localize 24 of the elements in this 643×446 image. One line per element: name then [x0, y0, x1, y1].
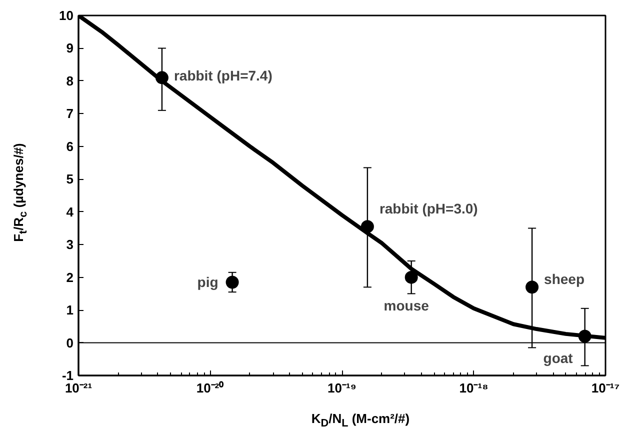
annotation: rabbit (pH=7.4) [174, 68, 272, 84]
annotation: rabbit (pH=3.0) [379, 200, 478, 217]
y-tick-label: 5 [66, 172, 74, 187]
annotation: goat [543, 350, 574, 366]
annotation: mouse [384, 297, 430, 314]
x-tick-label: 10⁻²⁰ [196, 380, 224, 396]
y-tick-label: 10 [59, 8, 74, 23]
y-tick-label: -1 [62, 368, 74, 383]
y-tick-label: 4 [66, 204, 74, 220]
annotation: pig [197, 274, 218, 290]
y-tick-label: 2 [66, 270, 74, 285]
x-tick-label: 10⁻¹⁷ [591, 380, 620, 396]
y-tick-label: 8 [66, 73, 74, 88]
y-tick-label: 3 [66, 237, 74, 252]
y-tick-label: 0 [66, 335, 74, 350]
x-tick-label: 10⁻²¹ [64, 380, 92, 396]
y-tick-label: 9 [66, 40, 74, 56]
y-tick-label: 6 [66, 138, 74, 154]
y-tick-label: 1 [66, 302, 74, 318]
annotation: sheep [544, 271, 585, 288]
x-axis-title: K$_{D}$/N$_{L}$ (M-cm²/#) [310, 410, 411, 432]
y-tick-label: 7 [66, 106, 74, 122]
x-tick-label: 10⁻¹⁸ [459, 380, 488, 396]
x-tick-label: 10⁻¹⁹ [328, 380, 356, 396]
